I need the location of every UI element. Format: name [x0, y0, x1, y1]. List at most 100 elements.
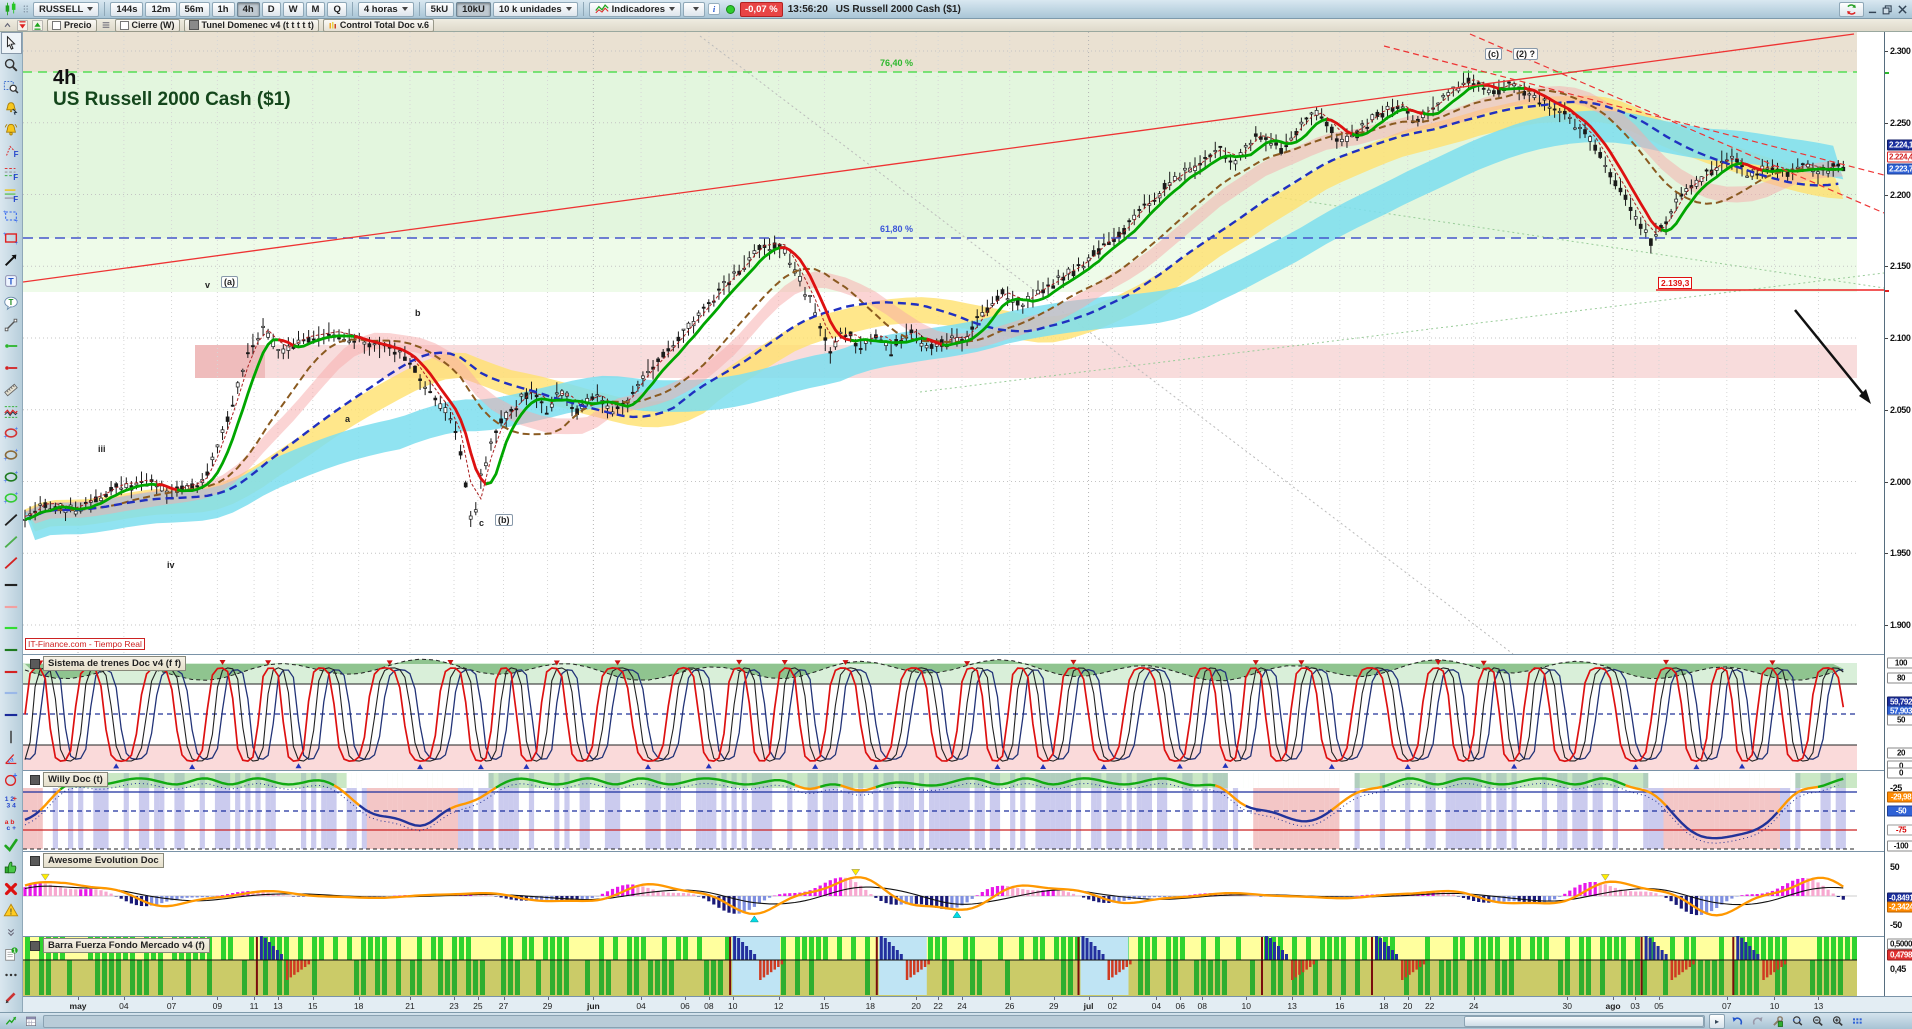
scrollbar-thumb[interactable]: [1464, 1015, 1704, 1027]
timeframe-button-12m[interactable]: 12m: [145, 1, 177, 17]
tunnel-overlay-button[interactable]: Tunel Domenec v4 (t t t t t): [183, 18, 319, 32]
more-tool[interactable]: [1, 965, 22, 987]
restore-button[interactable]: [1881, 3, 1894, 16]
close-overlay-toggle[interactable]: Cierre (W): [114, 18, 180, 32]
horizontal-scrollbar[interactable]: [43, 1014, 1705, 1028]
hline-black-tool[interactable]: [1, 574, 22, 596]
fib-retracement-tool[interactable]: F: [1, 162, 22, 184]
ellipse-green-tool[interactable]: + +: [1, 487, 22, 509]
sort-up-icon[interactable]: [32, 19, 43, 31]
zoom-in-icon[interactable]: [1829, 1014, 1845, 1028]
price-overlay-toggle[interactable]: Precio: [47, 18, 97, 32]
warning-tool[interactable]: !: [1, 900, 22, 922]
panel-grid-icon[interactable]: [1849, 1014, 1865, 1028]
minimize-button[interactable]: [1866, 3, 1879, 16]
zoom-drag-icon[interactable]: [1789, 1014, 1805, 1028]
hline-lightblue-tool[interactable]: [1, 683, 22, 705]
callout-tool[interactable]: T: [1, 292, 22, 314]
add-alert-tool[interactable]: [1, 97, 22, 119]
trendline-green-tool[interactable]: [1, 531, 22, 553]
panel-sistema-trenes[interactable]: [23, 654, 1884, 770]
timeframe-button-4h[interactable]: 4h: [236, 1, 260, 17]
ellipse-brown-tool[interactable]: + +: [1, 444, 22, 466]
timeframe-button-M[interactable]: M: [305, 1, 326, 17]
zoom-out-icon[interactable]: [1809, 1014, 1825, 1028]
toolbar-grip[interactable]: [21, 4, 31, 14]
circle-plus-tool[interactable]: +: [1, 769, 22, 791]
price-chart-canvas[interactable]: 4h US Russell 2000 Cash ($1) 76,40 % 61,…: [23, 32, 1884, 654]
fib-levels-tool[interactable]: F: [1, 184, 22, 206]
zoom-area-tool[interactable]: [1, 75, 22, 97]
units-select[interactable]: 10 k unidades: [492, 1, 578, 17]
scroll-right-button[interactable]: ▸: [1709, 1013, 1725, 1029]
indicators-more-button[interactable]: [682, 1, 705, 17]
panel-header-sistema[interactable]: Sistema de trenes Doc v4 (f f): [30, 656, 187, 671]
like-tool[interactable]: [1, 856, 22, 878]
info-icon[interactable]: i: [707, 2, 721, 16]
ruler-tool[interactable]: [1, 379, 22, 401]
chart-type-icon[interactable]: [3, 1, 19, 17]
trendline-black-tool[interactable]: [1, 509, 22, 531]
trendline-red-tool[interactable]: [1, 553, 22, 575]
panel-header-awesome[interactable]: Awesome Evolution Doc: [30, 853, 164, 868]
timeframe-button-D[interactable]: D: [261, 1, 281, 17]
undo-icon[interactable]: [1729, 1014, 1745, 1028]
refresh-button[interactable]: [1839, 1, 1864, 17]
zoom-tool[interactable]: [1, 54, 22, 76]
rectangle-red-tool[interactable]: + +: [1, 227, 22, 249]
delete-tool[interactable]: [1, 878, 22, 900]
indicators-button[interactable]: Indicadores: [588, 1, 681, 17]
time-axis[interactable]: may 04 07 09 11 13 15 18 21 23 25 27 29 jun 04 06 08 10 12…: [23, 996, 1912, 1012]
redo-icon[interactable]: [1749, 1014, 1765, 1028]
angle-tool[interactable]: a: [1, 748, 22, 770]
notes-tool[interactable]: 1: [1, 943, 22, 965]
period-select[interactable]: 4 horas: [357, 1, 414, 17]
list-icon[interactable]: [101, 20, 111, 30]
timeframe-button-W[interactable]: W: [282, 1, 304, 17]
hline-darkgreen-tool[interactable]: [1, 639, 22, 661]
settings-icon[interactable]: [1769, 1014, 1785, 1028]
hline-red2-tool[interactable]: [1, 661, 22, 683]
panel-awesome[interactable]: [23, 851, 1884, 936]
timeframe-button-1h[interactable]: 1h: [211, 1, 235, 17]
chart-up-icon[interactable]: [3, 1014, 19, 1028]
rectangle-blue-tool[interactable]: + +: [1, 206, 22, 228]
ellipse-darkgreen-tool[interactable]: + +: [1, 466, 22, 488]
hline-pink-tool[interactable]: [1, 596, 22, 618]
control-overlay-button[interactable]: Control Total Doc v.6: [322, 18, 435, 32]
calendar-icon[interactable]: [23, 1014, 39, 1028]
hline-green-tool[interactable]: [1, 336, 22, 358]
hline-red-tool[interactable]: [1, 357, 22, 379]
panel-willy[interactable]: [23, 770, 1884, 851]
price-axis[interactable]: 2.300 2.250 2.200 2.150 2.100 2.050 2.000 1.950…: [1884, 32, 1912, 1012]
draw-pencil-tool[interactable]: [1, 986, 22, 1008]
unit-button-10kU[interactable]: 10kU: [456, 1, 491, 17]
unit-button-5kU[interactable]: 5kU: [424, 1, 455, 17]
ellipse-red-tool[interactable]: + +: [1, 422, 22, 444]
checkbox-icon[interactable]: [52, 20, 61, 30]
arrow-tool[interactable]: [1, 249, 22, 271]
timeframe-button-144s[interactable]: 144s: [110, 1, 144, 17]
panel-header-willy[interactable]: Willy Doc (t): [30, 772, 108, 787]
channel-wave-tool[interactable]: [1, 401, 22, 423]
collapse-tools[interactable]: [1, 921, 22, 943]
fibonacci-tool[interactable]: F: [1, 140, 22, 162]
hline-brightgreen-tool[interactable]: [1, 618, 22, 640]
timeframe-button-56m[interactable]: 56m: [178, 1, 210, 17]
close-button[interactable]: [1896, 3, 1909, 16]
alerts-tool[interactable]: [1, 119, 22, 141]
segment-tool[interactable]: [1, 314, 22, 336]
symbol-select[interactable]: RUSSELL: [33, 1, 100, 17]
checkbox-icon[interactable]: [119, 20, 129, 30]
hline-navy-tool[interactable]: [1, 704, 22, 726]
panel-barra-fuerza[interactable]: [23, 936, 1884, 996]
vline-tool[interactable]: [1, 726, 22, 748]
text-tool[interactable]: T: [1, 271, 22, 293]
cursor-tool[interactable]: [0, 32, 22, 54]
collapse-toolbar-button[interactable]: [2, 20, 13, 31]
sort-down-icon[interactable]: [17, 19, 28, 31]
validate-tool[interactable]: [1, 834, 22, 856]
panel-header-barra[interactable]: Barra Fuerza Fondo Mercado v4 (f): [30, 938, 210, 953]
